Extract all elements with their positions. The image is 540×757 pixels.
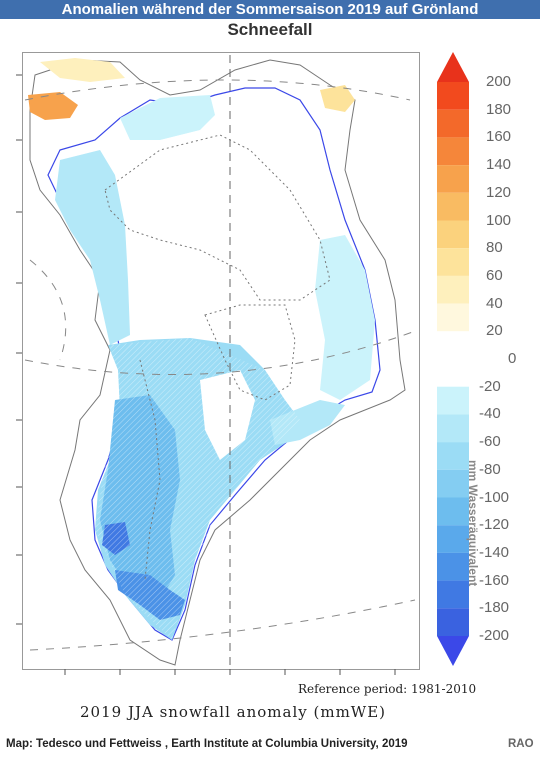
legend-swatch (437, 165, 469, 193)
legend-tick-label: 140 (486, 156, 512, 174)
graticule-arc (29, 259, 67, 361)
legend-swatch (437, 442, 469, 470)
legend-tick-label: -20 (479, 377, 501, 395)
legend-tick-label: 160 (486, 128, 512, 146)
legend-tick-label: 40 (486, 294, 503, 312)
legend-tick-label: 60 (486, 266, 503, 284)
legend-tick-label: 20 (486, 322, 503, 340)
elevation-contour-3 (139, 359, 161, 581)
legend-swatch (437, 359, 469, 387)
legend-tick-label: -180 (479, 599, 510, 617)
legend-swatch (437, 192, 469, 221)
legend-tick-label: 100 (486, 211, 512, 229)
page-title: Anomalien während der Sommersaison 2019 … (0, 0, 540, 19)
reference-period: Reference period: 1981-2010 (298, 682, 477, 696)
legend-unit: mm Wasseräquivalent (466, 460, 480, 587)
legend-swatch (437, 386, 469, 415)
legend-swatch (437, 414, 469, 443)
legend-swatch (437, 525, 469, 553)
legend-swatch (437, 248, 469, 276)
legend-swatch (437, 82, 469, 110)
parallel-line-1 (24, 79, 411, 101)
legend-swatch (437, 109, 469, 138)
legend-tick-label: -80 (479, 460, 501, 478)
rao-logo: RAO (508, 738, 534, 750)
color-legend (437, 52, 469, 666)
anomaly-north-positive (40, 58, 125, 82)
anomaly-northeast-positive (320, 85, 355, 112)
frame-ticks (16, 74, 396, 675)
legend-swatch (437, 552, 469, 581)
legend-swatch (437, 303, 469, 332)
legend-swatch (437, 608, 469, 636)
legend-swatch (437, 137, 469, 166)
map-caption: 2019 JJA snowfall anomaly (mmWE) (80, 703, 387, 721)
legend-tick-label: -100 (479, 488, 510, 506)
legend-swatch (437, 469, 469, 498)
legend-swatch (437, 220, 469, 249)
legend-tick-label: 0 (508, 350, 517, 367)
legend-top-arrow (437, 52, 469, 82)
legend-tick-label: -140 (479, 543, 510, 561)
legend-tick-label: -160 (479, 571, 510, 589)
anomaly-west-band (55, 150, 130, 345)
anomaly-north-band (120, 95, 215, 140)
legend-tick-label: -60 (479, 433, 501, 451)
legend-swatch (437, 331, 469, 359)
map-subtitle: Schneefall (227, 20, 313, 39)
legend-tick-label: -120 (479, 516, 510, 534)
legend-bottom-arrow (437, 636, 469, 666)
legend-tick-label: 200 (486, 73, 512, 90)
legend-tick-label: 120 (486, 183, 512, 201)
legend-tick-label: -200 (479, 627, 510, 644)
anomaly-east-band (315, 235, 375, 400)
legend-tick-label: 180 (486, 100, 512, 118)
anomaly-northwest-positive (28, 92, 78, 120)
map-credit: Map: Tedesco und Fettweiss , Earth Insti… (6, 738, 408, 750)
parallel-line-2 (24, 329, 419, 376)
anomaly-southeast-patch (270, 400, 345, 445)
legend-swatch (437, 580, 469, 609)
significance-hatching (95, 338, 300, 640)
legend-tick-label: 80 (486, 239, 503, 257)
parallel-line-3 (29, 599, 416, 651)
legend-tick-label: -40 (479, 405, 501, 423)
legend-swatch (437, 497, 469, 526)
legend-swatch (437, 275, 469, 304)
